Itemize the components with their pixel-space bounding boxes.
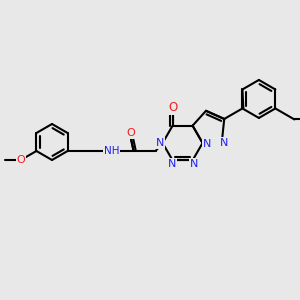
Text: N: N bbox=[220, 138, 228, 148]
Text: O: O bbox=[126, 128, 135, 138]
Text: N: N bbox=[202, 139, 211, 149]
Text: N: N bbox=[167, 159, 176, 169]
Text: N: N bbox=[189, 159, 198, 169]
Text: O: O bbox=[16, 155, 25, 165]
Text: O: O bbox=[168, 101, 177, 114]
Text: N: N bbox=[155, 138, 164, 148]
Text: NH: NH bbox=[104, 146, 119, 156]
